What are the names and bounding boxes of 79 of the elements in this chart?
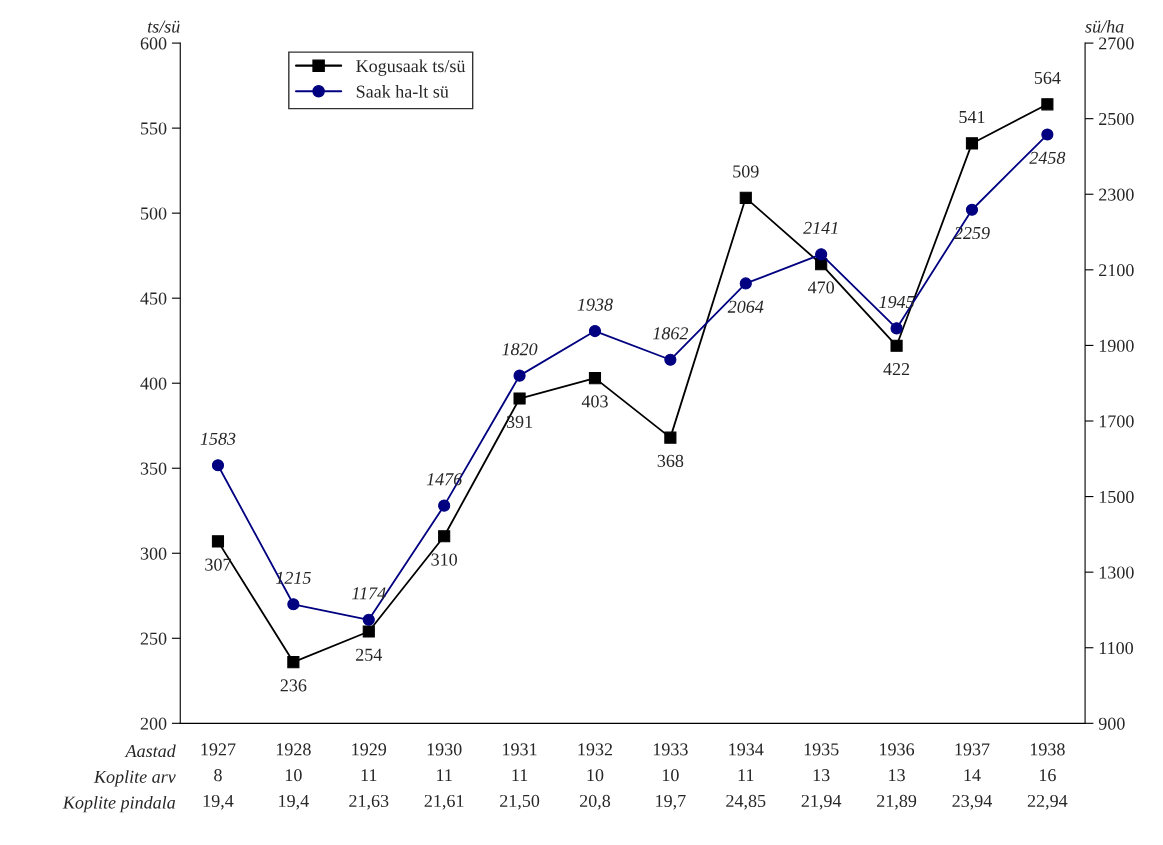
y-axis-title: ts/sü — [147, 20, 180, 33]
y2-tick-label: 1900 — [1099, 339, 1134, 352]
data-label: 236 — [280, 679, 307, 692]
y2-tick-label: 2100 — [1099, 264, 1134, 277]
x-axis-title: Aastad Koplite arv Koplite pindala — [62, 744, 176, 813]
y-tick-label: 300 — [140, 547, 167, 560]
data-label: 509 — [733, 165, 759, 178]
data-label: 422 — [883, 363, 910, 375]
point — [362, 625, 375, 638]
point — [739, 277, 752, 290]
point — [965, 203, 979, 216]
data-label: 541 — [959, 111, 985, 124]
x-tick-label: 1936 13 21,89 — [877, 743, 917, 810]
data-label: 310 — [431, 553, 458, 566]
y-tick-label: 350 — [140, 462, 167, 475]
point — [1041, 128, 1054, 141]
data-label: 368 — [657, 454, 684, 467]
point — [287, 656, 300, 669]
y2-tick-label: 2300 — [1099, 188, 1134, 201]
y-tick-label: 550 — [141, 122, 167, 135]
point — [438, 530, 451, 543]
data-label: 1583 — [200, 432, 236, 445]
x-tick-label: 1931 11 21,50 — [500, 743, 540, 810]
y2-tick-label: 2500 — [1099, 112, 1134, 126]
x-tick-label: 1927 8 19,4 — [201, 743, 236, 810]
x-tick-label: 1938 16 22,94 — [1027, 743, 1068, 810]
y2-tick-label: 1100 — [1099, 642, 1134, 655]
data-label: 254 — [356, 648, 383, 661]
y2-tick-label: 900 — [1098, 717, 1125, 730]
x-tick-label: 1937 14 23,94 — [952, 743, 993, 810]
x-tick-label: 1934 11 24,85 — [726, 743, 766, 810]
legend-label: Kogusaak ts/sü — [356, 59, 466, 76]
data-label: 564 — [1034, 71, 1061, 84]
x-tick-label: 1929 11 21,63 — [349, 743, 389, 810]
y-tick-label: 400 — [140, 377, 167, 390]
y2-tick-label: 1300 — [1099, 566, 1134, 579]
point — [965, 137, 979, 150]
data-label: 2064 — [727, 300, 764, 313]
y2-tick-label: 2700 — [1099, 37, 1134, 50]
legend-label: Saak ha-lt sü — [356, 85, 449, 98]
point — [513, 369, 526, 382]
x-tick-label: 1932 10 20,8 — [578, 743, 613, 810]
y2-axis-title: sü/ha — [1085, 19, 1124, 33]
data-label: 403 — [581, 395, 608, 408]
point — [815, 248, 828, 261]
data-label: 1862 — [652, 327, 689, 340]
point — [588, 372, 602, 385]
point — [287, 598, 300, 611]
point — [513, 392, 526, 405]
point — [664, 431, 677, 444]
y-tick-label: 250 — [140, 632, 167, 645]
data-label: 1174 — [352, 587, 386, 600]
data-label: 1820 — [502, 343, 538, 356]
y-tick-label: 600 — [140, 37, 167, 50]
y-tick-label: 200 — [140, 717, 167, 730]
y2-tick-label: 1700 — [1099, 415, 1134, 428]
point — [211, 459, 225, 472]
x-tick-label: 1928 10 19,4 — [276, 743, 311, 810]
point — [890, 322, 903, 335]
y-tick-label: 450 — [140, 292, 167, 305]
y2-tick-label: 1500 — [1099, 490, 1134, 504]
x-tick-label: 1935 13 21,94 — [801, 743, 842, 810]
point — [1041, 98, 1054, 111]
x-tick-label: 1930 11 21,61 — [424, 743, 464, 810]
data-label: 2458 — [1029, 151, 1066, 164]
point — [438, 499, 451, 512]
point — [588, 324, 602, 338]
point — [739, 191, 752, 204]
data-label: 470 — [807, 281, 835, 294]
point — [362, 613, 375, 626]
y-tick-label: 500 — [141, 207, 167, 220]
point — [890, 339, 903, 352]
data-label: 307 — [205, 558, 231, 571]
data-label: 391 — [506, 415, 533, 428]
point — [211, 535, 225, 548]
data-label: 2141 — [803, 221, 838, 234]
point — [664, 353, 677, 366]
x-tick-label: 1933 10 19,7 — [653, 743, 688, 810]
data-label: 1938 — [577, 298, 613, 311]
